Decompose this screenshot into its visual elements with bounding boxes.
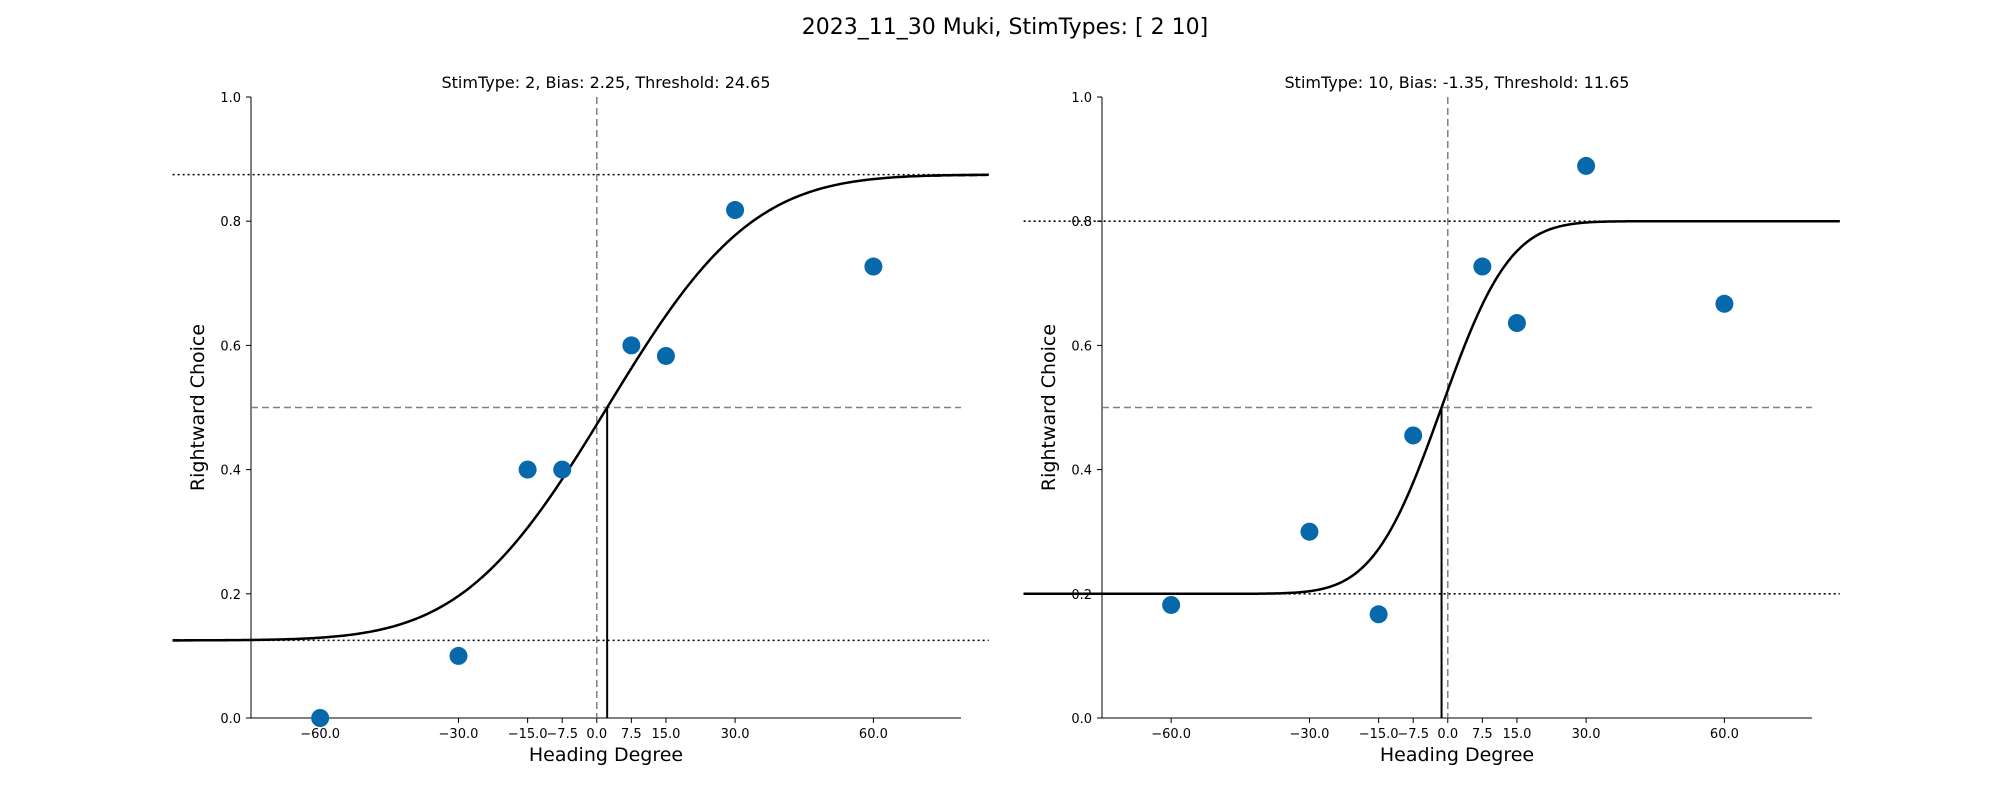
curve-extrapolation-segment bbox=[933, 173, 989, 177]
y-tick-label: 1.0 bbox=[1071, 91, 1092, 106]
x-tick-label: 30.0 bbox=[721, 727, 750, 742]
figure-suptitle: 2023_11_30 Muki, StimTypes: [ 2 10] bbox=[802, 15, 1208, 40]
x-axis-label: Heading Degree bbox=[1380, 744, 1534, 766]
y-tick-label: 0.0 bbox=[220, 712, 241, 727]
x-tick-label: 60.0 bbox=[859, 727, 888, 742]
x-tick-label: −15.0 bbox=[1359, 727, 1399, 742]
y-tick-label: 0.6 bbox=[220, 339, 241, 354]
x-axis-label: Heading Degree bbox=[529, 744, 683, 766]
data-point bbox=[553, 460, 572, 479]
data-point bbox=[622, 336, 641, 355]
y-axis-label: Rightward Choice bbox=[187, 324, 209, 491]
data-point bbox=[518, 460, 537, 479]
data-point bbox=[1507, 314, 1526, 333]
data-point bbox=[1404, 426, 1423, 445]
data-point bbox=[311, 709, 330, 727]
data-point bbox=[864, 257, 883, 276]
psychometric-panel-stimtype-10: StimType: 10, Bias: -1.35, Threshold: 11… bbox=[1023, 73, 1840, 766]
fitted-psychometric-curve bbox=[172, 173, 989, 642]
data-point bbox=[1162, 595, 1181, 614]
fitted-psychometric-curve bbox=[1023, 219, 1840, 596]
y-tick-label: 1.0 bbox=[220, 91, 241, 106]
x-tick-label: −30.0 bbox=[439, 727, 479, 742]
data-point bbox=[1577, 156, 1596, 175]
x-tick-label: 0.0 bbox=[586, 727, 607, 742]
x-tick-label: 30.0 bbox=[1572, 727, 1601, 742]
x-tick-label: 15.0 bbox=[651, 727, 680, 742]
data-point bbox=[1473, 257, 1492, 276]
x-tick-label: −15.0 bbox=[508, 727, 548, 742]
data-point bbox=[1369, 605, 1388, 624]
psychometric-panel-stimtype-2: StimType: 2, Bias: 2.25, Threshold: 24.6… bbox=[172, 73, 989, 766]
x-tick-label: −30.0 bbox=[1290, 727, 1330, 742]
x-tick-label: −7.5 bbox=[1397, 727, 1429, 742]
y-tick-label: 0.4 bbox=[220, 464, 241, 479]
data-point bbox=[726, 201, 745, 220]
y-tick-label: 0.2 bbox=[1071, 588, 1092, 603]
x-tick-label: 15.0 bbox=[1502, 727, 1531, 742]
y-tick-label: 0.4 bbox=[1071, 464, 1092, 479]
panel-title: StimType: 2, Bias: 2.25, Threshold: 24.6… bbox=[441, 73, 770, 92]
x-tick-label: −7.5 bbox=[546, 727, 578, 742]
x-tick-label: 7.5 bbox=[1472, 727, 1493, 742]
data-point bbox=[449, 646, 468, 665]
data-point bbox=[1300, 522, 1319, 541]
data-point bbox=[656, 346, 675, 365]
x-tick-label: −60.0 bbox=[1151, 727, 1191, 742]
y-tick-label: 0.0 bbox=[1071, 712, 1092, 727]
y-tick-label: 0.8 bbox=[220, 215, 241, 230]
x-tick-label: 60.0 bbox=[1710, 727, 1739, 742]
x-tick-label: −60.0 bbox=[300, 727, 340, 742]
panel-title: StimType: 10, Bias: -1.35, Threshold: 11… bbox=[1285, 73, 1630, 92]
y-axis-label: Rightward Choice bbox=[1038, 324, 1060, 491]
x-tick-label: 7.5 bbox=[621, 727, 642, 742]
data-point bbox=[1715, 294, 1734, 313]
y-tick-label: 0.6 bbox=[1071, 339, 1092, 354]
x-tick-label: 0.0 bbox=[1437, 727, 1458, 742]
y-tick-label: 0.8 bbox=[1071, 215, 1092, 230]
y-tick-label: 0.2 bbox=[220, 588, 241, 603]
